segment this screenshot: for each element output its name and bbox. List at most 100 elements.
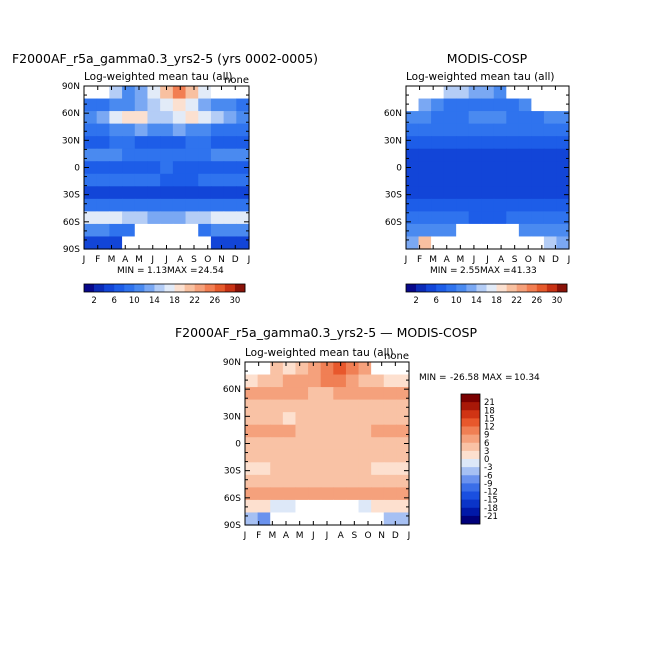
heatmap-cell	[122, 211, 136, 225]
heatmap-cell	[418, 148, 432, 162]
heatmap-cell	[84, 198, 98, 212]
heatmap-cell	[122, 186, 136, 200]
heatmap-cell	[556, 148, 570, 162]
heatmap-cell	[270, 499, 284, 514]
heatmap-cell	[406, 86, 420, 100]
heatmap-cell	[518, 198, 532, 212]
heatmap-cell	[236, 111, 250, 125]
x-tick-label: J	[325, 531, 329, 541]
heatmap-cell	[396, 374, 410, 388]
heatmap-cell	[456, 136, 470, 150]
heatmap-cell	[223, 123, 237, 137]
heatmap-cell	[185, 148, 199, 162]
heatmap-cell	[333, 374, 347, 388]
heatmap-cell	[236, 98, 250, 112]
heatmap-cell	[172, 86, 187, 100]
heatmap-cell	[383, 412, 397, 426]
heatmap-cell	[320, 374, 334, 388]
heatmap-cell	[245, 462, 259, 476]
heatmap-cell	[295, 362, 309, 376]
heatmap-cell	[210, 186, 225, 200]
colorbar-frame	[460, 393, 481, 525]
heatmap-cell	[134, 223, 149, 238]
heatmap-cell	[493, 123, 507, 137]
heatmap-cell	[198, 136, 212, 150]
heatmap-cell	[358, 462, 372, 476]
heatmap-cell	[531, 148, 545, 162]
heatmap-cell	[210, 223, 225, 238]
heatmap-cell	[456, 223, 470, 238]
heatmap-cell	[443, 223, 457, 238]
heatmap-cell	[493, 186, 507, 200]
heatmap-cell	[308, 499, 322, 514]
heatmap-cell	[383, 399, 397, 413]
colorbar-label: -15	[484, 496, 498, 506]
colorbar-swatch	[224, 284, 236, 292]
heatmap-cell	[308, 462, 322, 476]
panel-obs-max-label: MAX =	[480, 266, 511, 276]
heatmap-cell	[345, 437, 360, 451]
heatmap-cell	[396, 399, 410, 413]
colorbar-swatch	[194, 284, 206, 292]
heatmap-cell	[518, 186, 532, 200]
heatmap-cell	[185, 198, 199, 212]
heatmap-cell	[96, 198, 110, 212]
heatmap-cell	[122, 198, 136, 212]
x-tick-label: D	[392, 531, 399, 541]
heatmap-cell	[134, 161, 149, 175]
heatmap-cell	[122, 123, 136, 137]
heatmap-cell	[543, 86, 558, 100]
heatmap-cell	[282, 512, 297, 526]
x-tick-label: M	[268, 531, 276, 541]
heatmap-cell	[468, 148, 482, 162]
colorbar-swatch	[164, 284, 175, 292]
x-tick-label: O	[204, 255, 211, 265]
heatmap-cell	[84, 173, 98, 187]
heatmap-cell	[418, 223, 432, 238]
heatmap-cell	[109, 111, 123, 125]
panel-model-min: 1.13	[147, 266, 167, 276]
heatmap-cell	[383, 487, 397, 501]
x-tick-label: A	[444, 255, 451, 265]
heatmap-cell	[122, 111, 136, 125]
heatmap-cell	[295, 424, 309, 438]
heatmap-cell	[396, 499, 410, 514]
colorbar-label: 12	[484, 423, 495, 433]
heatmap-cell	[333, 487, 347, 501]
heatmap-cell	[431, 123, 445, 137]
heatmap-cell	[418, 186, 432, 200]
heatmap-cell	[396, 362, 410, 376]
heatmap-cell	[295, 512, 309, 526]
heatmap-cell	[223, 223, 237, 238]
heatmap-cell	[531, 223, 545, 238]
panel-obs-plot	[406, 86, 570, 250]
colorbar-swatch	[94, 284, 105, 292]
heatmap-cell	[333, 362, 347, 376]
heatmap-cell	[198, 123, 212, 137]
heatmap-cell	[160, 223, 174, 238]
heatmap-cell	[109, 223, 123, 238]
heatmap-cell	[245, 424, 259, 438]
heatmap-cell	[358, 374, 372, 388]
heatmap-cell	[198, 223, 212, 238]
heatmap-cell	[198, 236, 212, 250]
heatmap-cell	[333, 512, 347, 526]
colorbar-swatch	[416, 284, 427, 292]
heatmap-cell	[431, 211, 445, 225]
heatmap-cell	[556, 161, 570, 175]
heatmap-cell	[185, 98, 199, 112]
colorbar-label: 9	[484, 431, 489, 441]
heatmap-cell	[210, 236, 225, 250]
heatmap-cell	[418, 161, 432, 175]
heatmap-cell	[134, 198, 149, 212]
heatmap-cell	[270, 374, 284, 388]
heatmap-cell	[96, 173, 110, 187]
heatmap-cell	[282, 499, 297, 514]
panel-obs-min: 2.55	[460, 266, 480, 276]
panel-diff-min-label: MIN =	[419, 373, 447, 383]
heatmap-cell	[160, 123, 174, 137]
heatmap-cell	[84, 211, 98, 225]
x-tick-label: M	[108, 255, 116, 265]
y-tick-label: 60S	[63, 218, 80, 228]
